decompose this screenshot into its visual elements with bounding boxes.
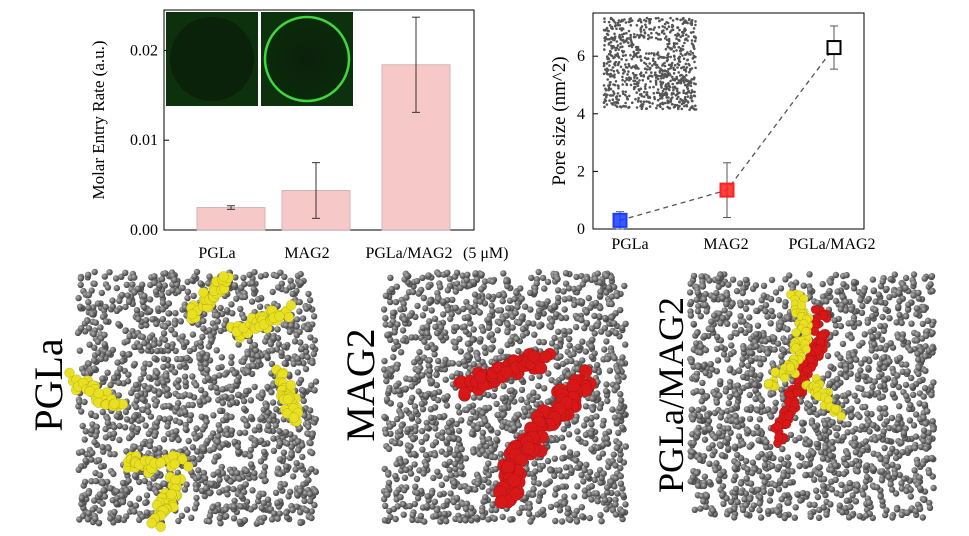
marker-pgla [612,212,628,228]
pgla-peptide-2 [225,300,297,343]
y-axis-label: Pore size (nm^2) [549,56,570,185]
pore-size-chart: 0 2 4 6 PGLa MAG2 PGLa/MAG2 Pore size (nm^2) [549,12,876,253]
fluorescent-vesicle-ring [263,15,351,103]
bar-pgla [196,207,266,231]
x-tick-label: MAG2 [703,236,748,253]
concentration-annotation: (5 μM) [463,245,508,262]
pgla-peptide-5 [122,450,194,479]
y-tick-label: 0.00 [130,222,158,239]
y-tick-label: 4 [577,106,585,123]
x-tick-label: PGLa [198,245,235,262]
pgla-peptide-7 [763,289,814,392]
dark-vesicle [170,17,254,101]
panel-label-pgla: PGLa [26,338,71,432]
pgla-peptide-1 [185,271,234,325]
error-bar-pgla [227,205,235,210]
peptides-group [64,271,847,532]
error-bars-group [616,25,838,230]
y-tick-label: 0 [577,221,585,238]
x-tick-label: PGLa [611,236,648,253]
y-axis-label: Molar Entry Rate (a.u.) [89,40,108,199]
error-bar-pgla-mag2 [412,16,420,113]
membrane-mag2 [380,268,629,525]
pgla-peptide-4 [271,364,304,427]
membrane-pgla-mag2 [686,271,937,522]
y-tick-label: 0.01 [130,132,158,149]
chart-b-frame [592,12,865,230]
pore-inset-membrane [602,16,698,112]
membrane-panels: PGLa MAG2 PGLa/MAG2 [26,268,937,532]
x-tick-label: PGLa/MAG2 [788,236,875,253]
x-tick-labels: PGLa MAG2 PGLa/MAG2 [198,245,452,262]
panel-label-mag2: MAG2 [338,328,383,441]
pgla-peptide-8 [801,373,847,422]
x-tick-label: MAG2 [284,245,329,262]
y-tick-label: 2 [577,163,585,180]
pgla-peptide-3 [64,367,129,412]
y-tick-label: 6 [577,48,585,65]
inset-images [166,12,353,106]
mag2-peptide-2 [493,364,597,509]
marker-mag2 [719,182,735,198]
x-tick-label: PGLa/MAG2 [365,245,452,262]
error-bar-mag2 [312,162,320,219]
y-axis-ticks: 0.00 0.01 0.02 [130,42,169,239]
panel-label-pgla-mag2: PGLa/MAG2 [651,297,691,493]
y-tick-label: 0.02 [130,42,158,59]
error-bars-group [227,16,420,219]
markers-group [612,40,842,228]
pgla-peptide-6 [146,471,187,532]
marker-pgla-mag2 [826,40,842,56]
mag2-peptide-1 [453,347,557,402]
y-axis-ticks: 0 2 4 6 [577,48,598,238]
x-tick-labels: PGLa MAG2 PGLa/MAG2 [611,236,875,253]
entry-rate-bar-chart: 0.00 0.01 0.02 PGLa MAG2 PGLa/MAG2 (5 μM) Mo… [89,9,508,262]
